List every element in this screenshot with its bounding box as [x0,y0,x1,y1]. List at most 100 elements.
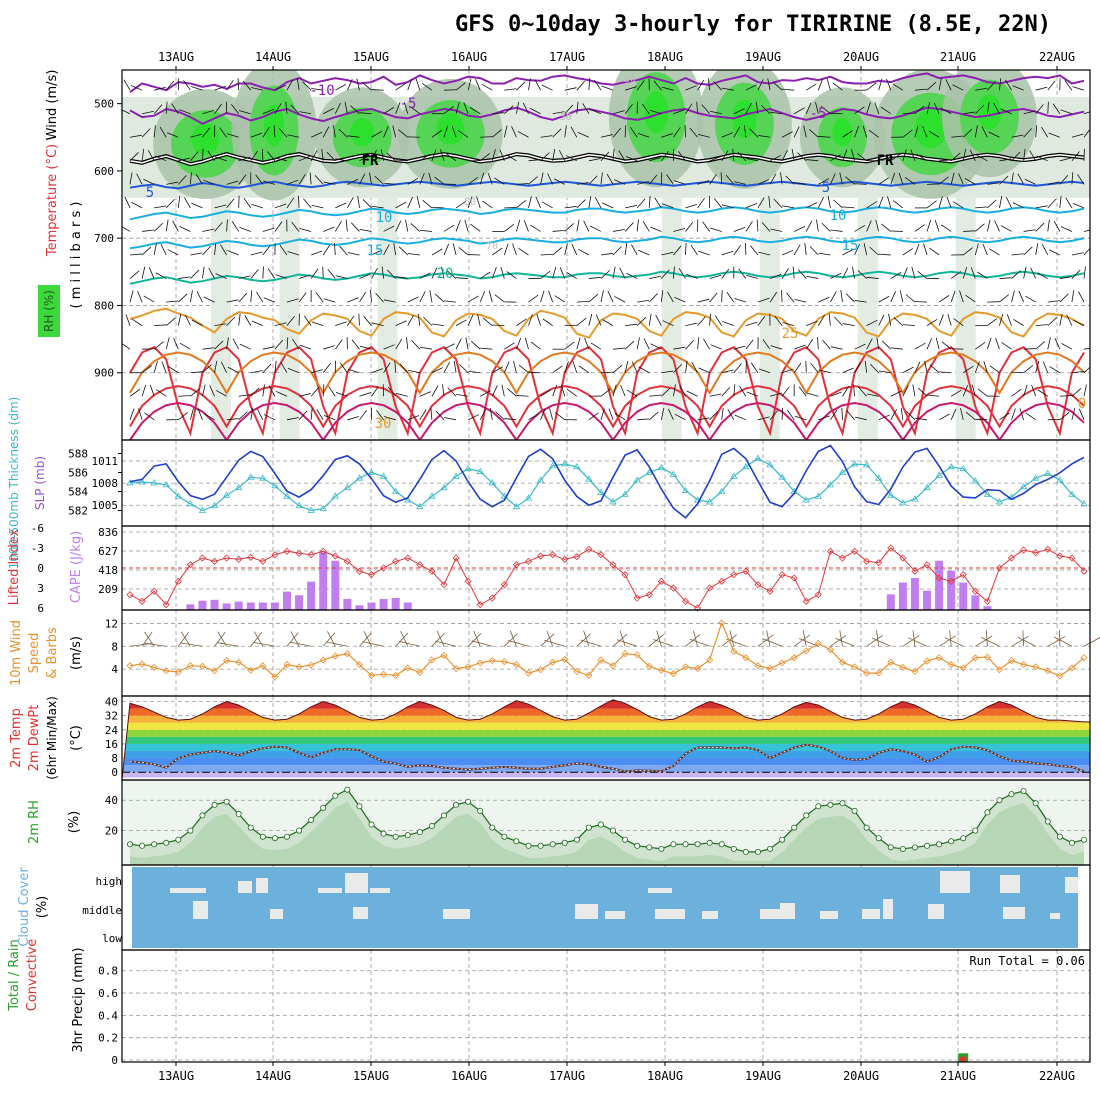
lifted-point [524,557,533,565]
cape-bar [355,605,364,610]
rh-point [139,842,146,849]
wind-barb [806,275,819,279]
wind-barb [564,87,577,91]
ytick-label: 8 [111,640,118,653]
thickness-point [247,473,255,480]
wind-barb [404,102,409,114]
wind-barb [721,268,730,279]
wind-barb [518,364,529,374]
wind-barb [733,244,742,256]
wind-barb [636,317,647,326]
wind-barb [419,391,432,397]
wind-point [223,657,231,665]
wind-barb [238,275,251,279]
wind-barb [512,243,517,256]
wind-barb [467,633,482,647]
rh-point [597,821,604,828]
wind-point [983,653,991,661]
wind-barb [141,246,152,256]
cape-bar [331,560,340,610]
wind-barb [803,125,807,138]
lifted-point [681,597,690,605]
wind-barb [914,361,921,373]
wind-barb [949,630,952,647]
wind-barb [854,106,865,115]
wind-barb [129,290,134,303]
wind-barb [757,179,770,185]
wind-barb [806,202,818,209]
wind-barb [817,196,824,209]
wind-barb [1005,196,1012,209]
wind-barb [487,172,493,185]
wind-barb [805,220,813,232]
rh-blob [350,118,375,147]
wind-barb [1047,101,1049,114]
thickness-point [802,496,810,503]
rh-point [972,827,979,834]
isotherm-label: 30 [375,416,392,432]
wind-barb [583,630,590,647]
wind-barb [273,125,276,138]
wind-barb [1052,103,1061,114]
wind-barb [928,130,940,138]
wind-barb [530,341,541,350]
wind-barb [130,85,143,91]
wind-barb [698,367,710,374]
wind-barb [286,79,294,91]
rh-column [377,197,398,440]
wind-barb [419,153,431,162]
ylabel-wind10: 10m Wind [9,620,24,686]
wind-barb [447,387,457,397]
wind-barb [203,296,215,303]
wind-barb [774,315,783,326]
wind-barb [600,270,611,279]
wind-barb [854,416,867,421]
wind-barb [467,295,479,303]
cloud-middle [605,911,625,919]
wind-barb [268,385,276,397]
isotherm-label: 50 [560,112,572,123]
wind-barb [456,394,469,397]
wind-barb [327,268,336,279]
wind-barb [552,111,565,115]
wind-barb [503,125,508,138]
wind-barb [845,176,855,185]
wind-barb [226,316,236,326]
rh-point [163,839,170,846]
cloud-high [345,873,368,893]
date-label-bottom: 18AUG [647,1069,683,1083]
wind-barb [745,339,754,350]
wind-barb [303,198,312,209]
wind-barb [600,252,613,256]
ylabel-wind: Wind (m/s) [45,70,60,141]
rh-point [1056,833,1063,840]
wind-barb [709,174,717,185]
temp-band [122,722,1090,730]
wind-barb [871,637,891,647]
wind-barb [1048,249,1061,256]
wind-barb [214,323,227,327]
rh-legend-swatch [38,285,60,337]
wind-barb [690,244,698,256]
ytick-label-left: 588 [68,448,88,461]
rh-point [827,801,834,808]
wind-point [476,659,484,667]
wind-barb [890,172,896,185]
wind-barb [326,641,348,647]
wind-barb [160,244,167,256]
thickness-point [1019,482,1028,490]
wind-barb [601,85,614,91]
wind-barb [818,136,831,138]
lifted-point [778,571,786,579]
cloud-middle [820,911,838,919]
wind-barb [1047,636,1066,647]
isotherm-label: -5 [400,96,417,112]
lifted-point [573,553,581,561]
wind-barb [697,316,706,326]
wind-barb [1036,272,1048,279]
wind-barb [938,413,950,421]
wind-barb [963,365,974,374]
wind-barb [697,133,710,138]
wind-barb [129,172,133,185]
rh-point [730,845,737,852]
